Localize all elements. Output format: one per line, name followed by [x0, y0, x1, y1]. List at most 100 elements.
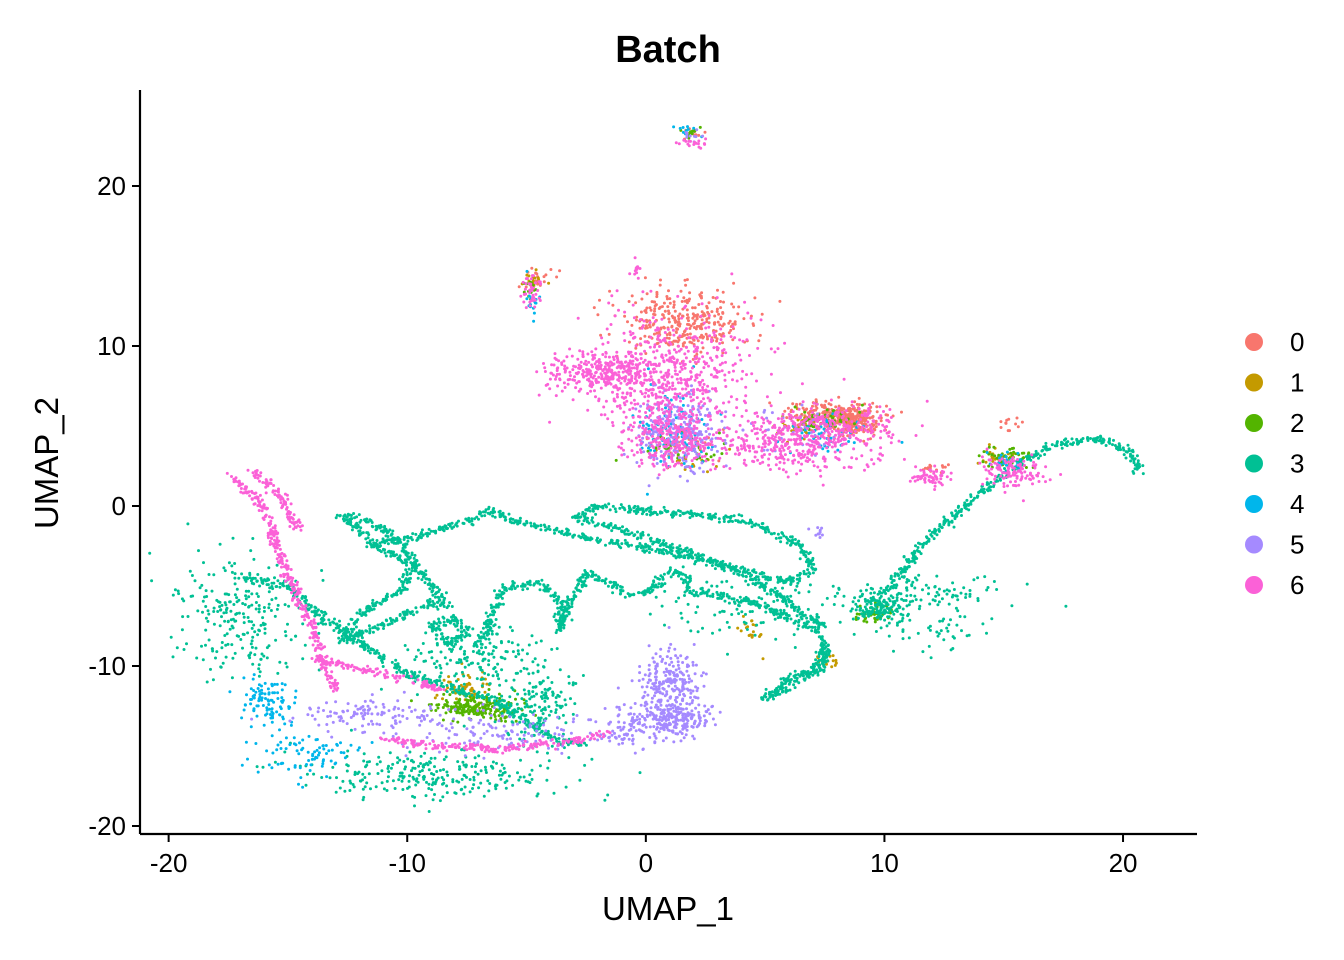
data-point	[748, 610, 752, 614]
data-point	[734, 519, 738, 522]
data-point	[677, 509, 680, 513]
data-point	[858, 414, 862, 418]
data-point	[764, 610, 768, 614]
data-point	[258, 584, 262, 588]
data-point	[515, 702, 519, 706]
data-point	[476, 633, 480, 637]
data-point	[486, 693, 490, 696]
data-point	[784, 686, 788, 690]
data-point	[391, 618, 395, 622]
data-point	[276, 579, 280, 583]
data-point	[987, 445, 991, 449]
data-point	[479, 678, 483, 681]
data-point	[627, 300, 631, 303]
data-point	[349, 514, 353, 517]
data-point	[356, 633, 359, 637]
data-point	[237, 576, 241, 580]
data-point	[657, 307, 661, 310]
data-point	[865, 620, 869, 624]
data-point	[637, 591, 641, 595]
data-point	[910, 584, 914, 588]
data-point	[456, 621, 460, 625]
data-point	[813, 625, 817, 629]
data-point	[220, 603, 224, 607]
data-point	[740, 514, 744, 518]
data-point	[927, 644, 931, 648]
data-point	[353, 770, 357, 774]
data-point	[435, 678, 439, 682]
data-point	[761, 657, 765, 661]
data-point	[444, 623, 448, 627]
data-point	[653, 300, 657, 304]
data-point	[964, 592, 968, 596]
data-point	[516, 692, 520, 696]
data-point	[186, 522, 190, 526]
data-point	[366, 649, 370, 653]
data-point	[235, 596, 239, 600]
data-point	[463, 649, 467, 653]
data-point	[891, 596, 895, 600]
data-point	[591, 509, 595, 513]
data-point	[959, 591, 963, 595]
data-point	[454, 642, 457, 646]
data-point	[316, 622, 320, 626]
data-point	[553, 735, 556, 739]
data-point	[510, 629, 514, 633]
data-point	[679, 577, 683, 581]
data-point	[797, 624, 801, 628]
data-point	[467, 633, 471, 637]
data-point	[549, 709, 553, 713]
data-point	[260, 652, 264, 656]
data-point	[919, 598, 923, 602]
data-point	[546, 736, 550, 740]
data-point	[880, 614, 884, 618]
data-point	[672, 305, 676, 309]
data-point	[206, 609, 210, 613]
data-point	[398, 554, 402, 558]
data-point	[321, 622, 325, 626]
data-point	[842, 594, 846, 598]
data-point	[358, 779, 362, 783]
data-point	[368, 629, 372, 633]
data-point	[251, 662, 255, 666]
data-point	[501, 585, 505, 589]
data-point	[440, 776, 444, 779]
data-point	[727, 520, 731, 524]
data-point	[816, 673, 820, 677]
data-point	[682, 330, 686, 334]
data-point	[936, 634, 940, 638]
data-point	[511, 688, 515, 692]
data-point	[692, 589, 695, 593]
data-point	[663, 589, 667, 593]
data-point	[500, 773, 504, 777]
data-point	[352, 525, 356, 529]
data-point	[484, 646, 488, 649]
data-point	[666, 305, 670, 309]
data-point	[851, 617, 855, 621]
data-point	[721, 290, 725, 294]
data-point	[374, 785, 378, 789]
data-point	[867, 614, 871, 618]
data-point	[462, 724, 466, 728]
data-point	[262, 606, 266, 609]
data-point	[189, 594, 193, 598]
data-point	[788, 672, 792, 676]
data-point	[918, 604, 922, 608]
data-point	[520, 658, 524, 662]
data-point	[446, 773, 450, 777]
data-point	[432, 773, 436, 777]
data-point	[212, 622, 216, 626]
data-point	[683, 594, 686, 597]
data-point	[885, 606, 889, 610]
data-point	[391, 551, 395, 555]
data-point	[516, 707, 520, 711]
data-point	[434, 633, 438, 637]
data-point	[728, 515, 731, 519]
data-point	[740, 610, 744, 614]
data-point	[437, 617, 441, 621]
data-point	[426, 606, 430, 610]
data-point	[583, 741, 586, 745]
data-point	[456, 720, 460, 724]
data-point	[1022, 456, 1026, 460]
data-point	[482, 657, 486, 661]
